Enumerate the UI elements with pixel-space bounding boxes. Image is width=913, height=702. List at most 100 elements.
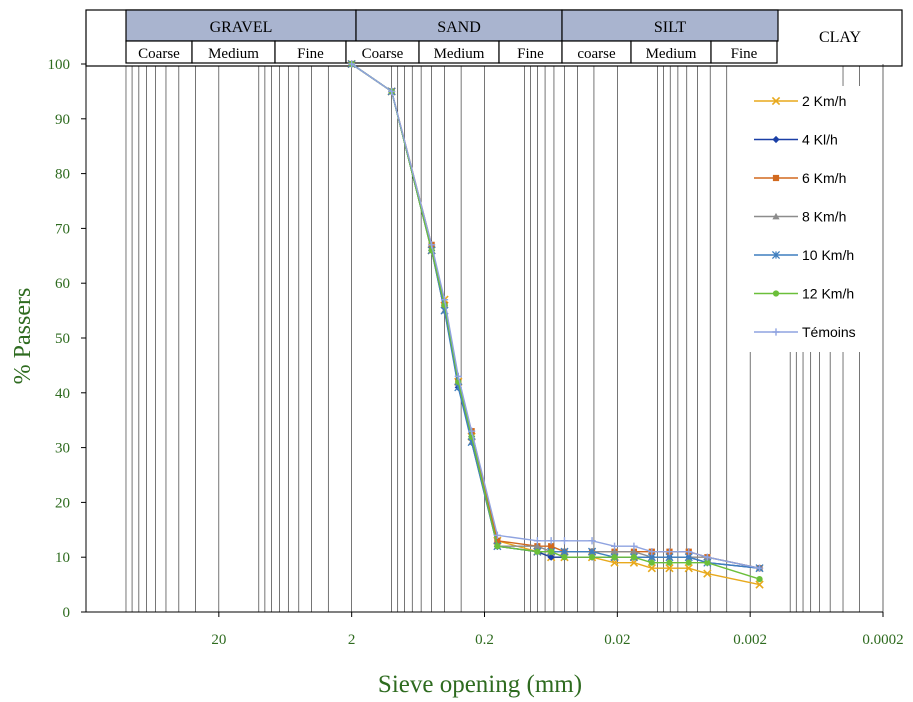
- data-point: [703, 553, 711, 561]
- data-point: [388, 87, 396, 95]
- group-cell: [355, 9, 563, 42]
- x-tick-label: 0.0002: [862, 632, 903, 648]
- legend-item: 4 Kl/h: [754, 132, 838, 148]
- data-point: [685, 548, 693, 556]
- y-axis-title: % Passers: [10, 288, 36, 385]
- data-point: [772, 328, 780, 336]
- x-tick-label: 20: [211, 632, 226, 648]
- data-point: [772, 174, 780, 182]
- data-point: [756, 576, 763, 583]
- y-tick-label: 0: [63, 605, 71, 621]
- subgroup-label: Fine: [731, 46, 758, 62]
- legend-item: 6 Km/h: [754, 170, 846, 186]
- data-point: [611, 554, 618, 561]
- data-point: [665, 563, 674, 573]
- y-tick-label: 90: [55, 112, 70, 128]
- series-line: [351, 63, 760, 569]
- data-point: [534, 548, 541, 555]
- series-line: [351, 63, 760, 580]
- data-point: [547, 537, 555, 545]
- legend-label: Témoins: [802, 324, 856, 340]
- data-point: [755, 580, 764, 589]
- data-point: [772, 135, 780, 144]
- legend-item: 12 Km/h: [754, 286, 854, 302]
- series: [347, 59, 764, 589]
- data-point: [755, 564, 764, 572]
- x-tick-label: 0.002: [733, 632, 767, 648]
- series: [348, 60, 764, 572]
- series-line: [351, 63, 760, 569]
- series-line: [351, 63, 760, 569]
- legend-label: 6 Km/h: [802, 170, 846, 186]
- legend-item: 2 Km/h: [754, 93, 846, 109]
- data-point: [630, 554, 638, 561]
- subgroup-cell: [710, 40, 778, 64]
- data-point: [588, 537, 596, 545]
- legend: 2 Km/h 4 Kl/h 6 Km/h 8 Km/h 10 Km/h 12 Km/h Té…: [742, 86, 882, 352]
- y-tick-label: 40: [55, 386, 70, 402]
- data-point: [704, 559, 711, 566]
- y-tick-label: 10: [55, 550, 70, 566]
- data-point: [771, 250, 781, 260]
- group-label: SAND: [437, 19, 481, 36]
- group-cell: [561, 9, 779, 42]
- data-point: [533, 542, 541, 550]
- data-point: [684, 563, 693, 573]
- series-line: [351, 63, 760, 569]
- data-point: [666, 559, 673, 566]
- data-point: [494, 537, 501, 544]
- legend-item: Témoins: [754, 324, 856, 340]
- data-point: [440, 296, 449, 304]
- data-point: [685, 559, 692, 566]
- legend-label: 8 Km/h: [802, 209, 846, 225]
- x-tick-label: 0.2: [475, 632, 494, 648]
- data-point: [454, 372, 462, 380]
- data-point: [610, 548, 619, 555]
- subgroup-label: coarse: [577, 46, 616, 62]
- data-point: [468, 427, 476, 435]
- legend-label: 10 Km/h: [802, 247, 854, 263]
- series: [348, 60, 763, 583]
- data-point: [630, 548, 638, 555]
- series: [347, 59, 764, 573]
- data-point: [348, 60, 356, 68]
- data-point: [665, 548, 674, 556]
- subgroup-label: Medium: [208, 46, 259, 62]
- data-point: [533, 537, 541, 545]
- data-point: [547, 553, 555, 561]
- data-point: [772, 290, 780, 297]
- series: [348, 60, 763, 572]
- data-point: [561, 554, 568, 561]
- legend-box: [742, 86, 882, 352]
- subgroup-label: Medium: [434, 46, 485, 62]
- group-label: GRAVEL: [210, 19, 273, 36]
- data-point: [703, 569, 712, 578]
- y-tick-label: 70: [55, 221, 70, 237]
- clay-label: CLAY: [819, 29, 862, 46]
- series-line: [351, 63, 760, 586]
- series-lines: [347, 59, 764, 589]
- series: [348, 60, 764, 572]
- data-point: [610, 542, 619, 550]
- legend-item: 8 Km/h: [754, 209, 846, 225]
- classification-header: GRAVEL Coarse Medium Fine SAND Coarse Medium Fi…: [85, 9, 903, 67]
- legend-label: 2 Km/h: [802, 93, 846, 109]
- subgroup-label: Coarse: [138, 46, 180, 62]
- y-tick-label: 100: [48, 57, 71, 73]
- y-tick-label: 80: [55, 167, 70, 183]
- x-tick-label: 2: [348, 632, 356, 648]
- vertical-gridlines: [125, 64, 860, 612]
- subgroup-label: Coarse: [362, 46, 404, 62]
- data-point: [772, 212, 780, 220]
- subgroup-label: Fine: [297, 46, 324, 62]
- data-point: [548, 543, 555, 550]
- data-point: [771, 96, 781, 106]
- series: [348, 60, 764, 572]
- data-point: [428, 241, 436, 249]
- data-point: [630, 542, 638, 550]
- x-tick-label: 0.02: [604, 632, 630, 648]
- group-label: SILT: [654, 19, 687, 36]
- subgroup-label: Medium: [646, 46, 697, 62]
- data-point: [560, 537, 569, 545]
